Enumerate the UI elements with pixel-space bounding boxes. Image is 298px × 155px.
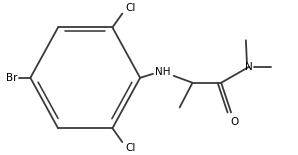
- Text: Cl: Cl: [125, 143, 135, 153]
- Text: Br: Br: [6, 73, 17, 83]
- Text: Cl: Cl: [125, 3, 135, 13]
- Text: NH: NH: [155, 67, 170, 77]
- Text: N: N: [245, 62, 253, 72]
- Text: O: O: [230, 117, 238, 127]
